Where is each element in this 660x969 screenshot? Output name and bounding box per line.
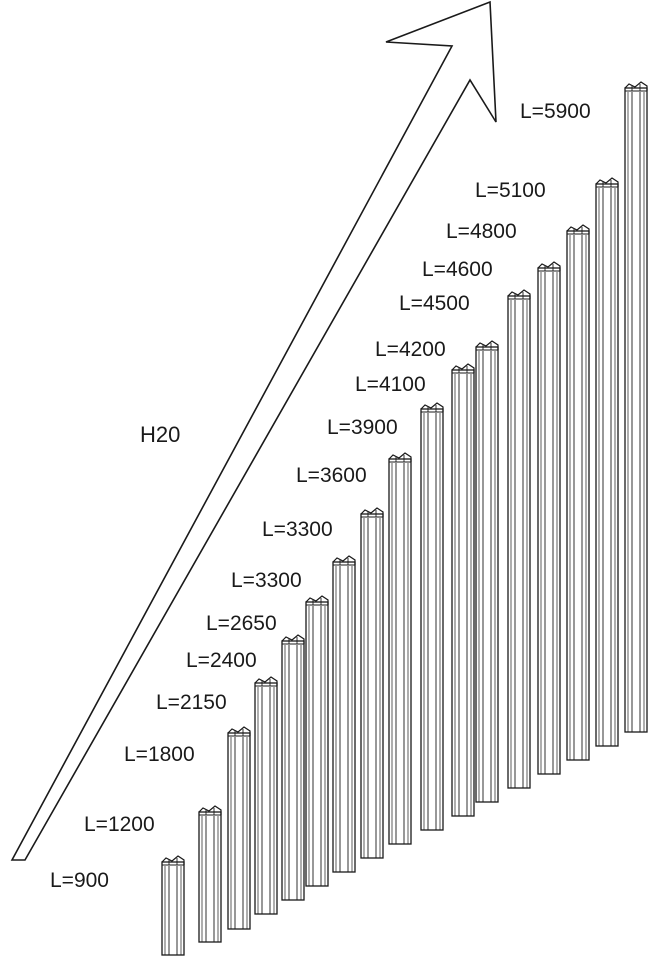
beam-length-label: L=3900 — [327, 416, 398, 439]
h20-beam — [595, 177, 619, 747]
h20-beam — [198, 805, 222, 943]
h20-beam — [507, 289, 531, 789]
h20-beam — [537, 261, 561, 775]
h20-beam — [161, 855, 185, 956]
beam-length-label: L=1200 — [84, 813, 155, 836]
h20-beam — [566, 224, 590, 761]
beam-length-label: L=4500 — [399, 292, 470, 315]
h20-beam — [227, 726, 251, 930]
h20-beam — [624, 81, 648, 733]
h20-beam — [475, 340, 499, 803]
h20-beam — [451, 363, 475, 817]
beam-length-label: L=4600 — [422, 258, 493, 281]
beam-length-label: L=1800 — [124, 743, 195, 766]
h20-beam — [254, 676, 278, 915]
beam-length-label: L=900 — [50, 869, 109, 892]
h20-beam — [420, 402, 444, 831]
h20-beam — [388, 452, 412, 845]
beam-length-label: L=4200 — [375, 338, 446, 361]
h20-beam — [281, 634, 305, 901]
series-label: H20 — [140, 422, 180, 447]
beam-group: L=900 L=1200 L=1800 L=2150 L=2400 L=2650 L=330… — [50, 81, 648, 956]
h20-beam — [360, 507, 384, 859]
beam-length-label: L=3300 — [231, 569, 302, 592]
beam-length-label: L=5100 — [475, 179, 546, 202]
beam-length-label: L=3300 — [262, 518, 333, 541]
growth-arrow — [10, 0, 497, 861]
h20-beam — [332, 555, 356, 873]
beam-length-label: L=5900 — [520, 100, 591, 123]
beam-length-label: L=2400 — [186, 649, 257, 672]
beam-length-label: L=4100 — [355, 373, 426, 396]
beam-length-label: L=3600 — [296, 464, 367, 487]
beam-length-label: L=2150 — [156, 691, 227, 714]
beam-length-label: L=4800 — [446, 220, 517, 243]
beam-length-label: L=2650 — [206, 612, 277, 635]
h20-beam — [305, 595, 329, 887]
